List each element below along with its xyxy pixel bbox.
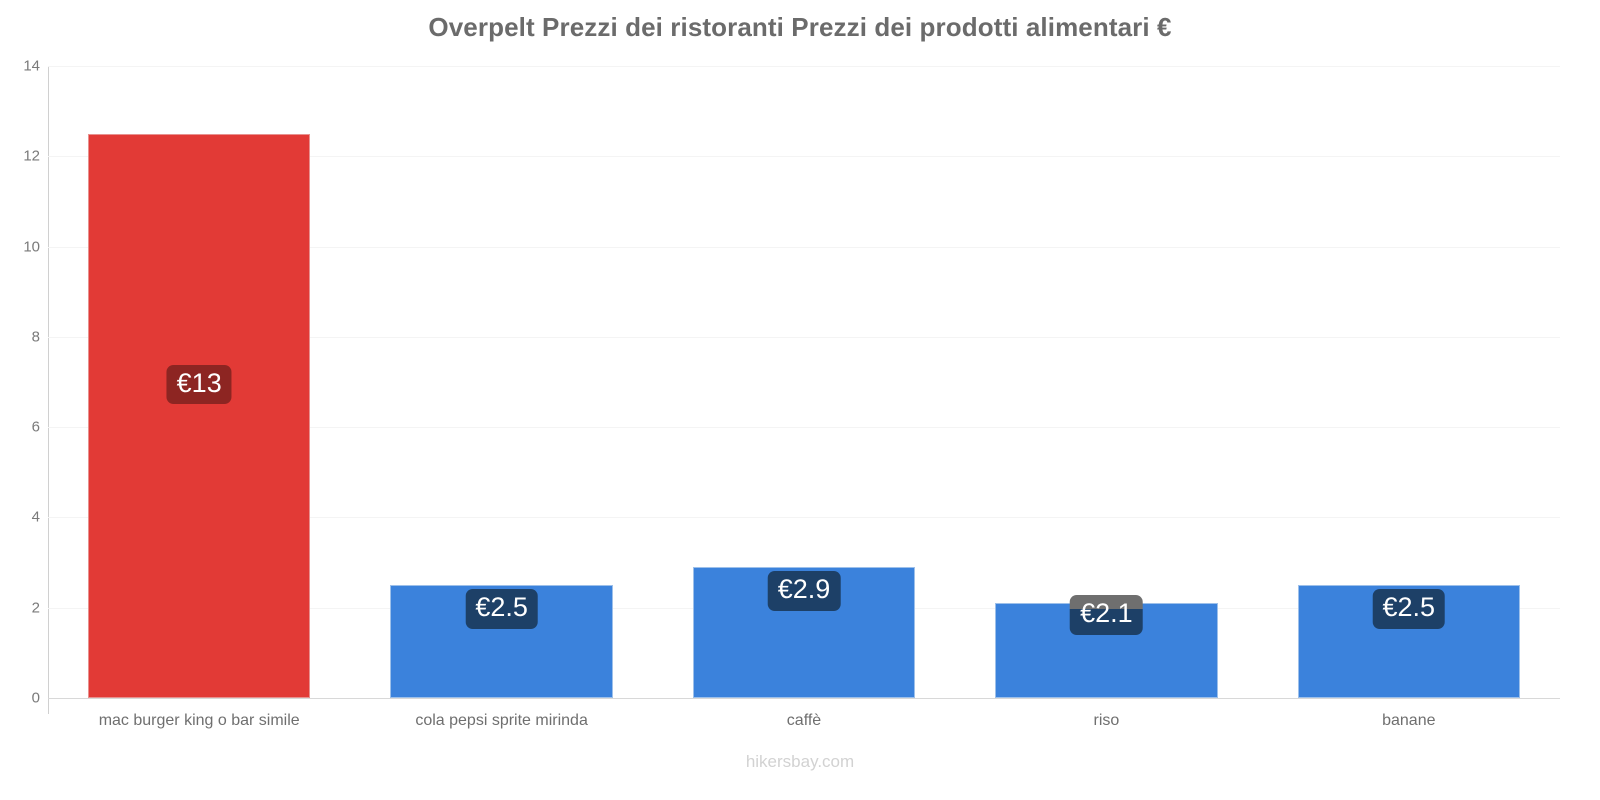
grid-line xyxy=(48,246,1560,248)
y-tick-label: 4 xyxy=(31,508,40,526)
grid-line xyxy=(48,698,1560,699)
y-tick-label: 6 xyxy=(31,418,40,436)
bar[interactable] xyxy=(88,133,311,698)
grid-line xyxy=(48,427,1560,429)
x-axis-label: mac burger king o bar simile xyxy=(98,712,300,729)
grid-line xyxy=(48,336,1560,338)
y-tick-label: 14 xyxy=(23,57,40,75)
grid-line xyxy=(48,66,1560,67)
grid-line xyxy=(48,517,1560,519)
y-tick-label: 2 xyxy=(31,599,40,617)
watermark-hikersbay: hikersbay.com xyxy=(745,752,855,771)
x-axis-label: banane xyxy=(1382,712,1436,729)
y-tick-label: 8 xyxy=(31,328,40,346)
y-tick-label: 10 xyxy=(23,238,40,256)
y-tick-label: 0 xyxy=(31,689,40,707)
grid-line xyxy=(48,156,1560,158)
x-axis-label: riso xyxy=(1093,712,1120,729)
y-tick-label: 12 xyxy=(23,147,40,165)
y-axis-tick-labels: 0 2 4 6 8 10 12 14 xyxy=(0,58,40,707)
bar-value-label: €13 xyxy=(166,364,232,405)
x-axis-label: caffè xyxy=(786,712,822,729)
chart-title: Overpelt Prezzi dei ristoranti Prezzi de… xyxy=(428,12,1172,42)
y-axis-line xyxy=(48,66,49,714)
bar-value-label: €2.1 xyxy=(1070,595,1143,635)
x-axis-label: cola pepsi sprite mirinda xyxy=(415,712,588,729)
bar-value-label: €2.9 xyxy=(767,571,841,611)
bar-value-label: €2.5 xyxy=(1372,589,1446,629)
bar-value-label: €2.5 xyxy=(465,589,538,629)
